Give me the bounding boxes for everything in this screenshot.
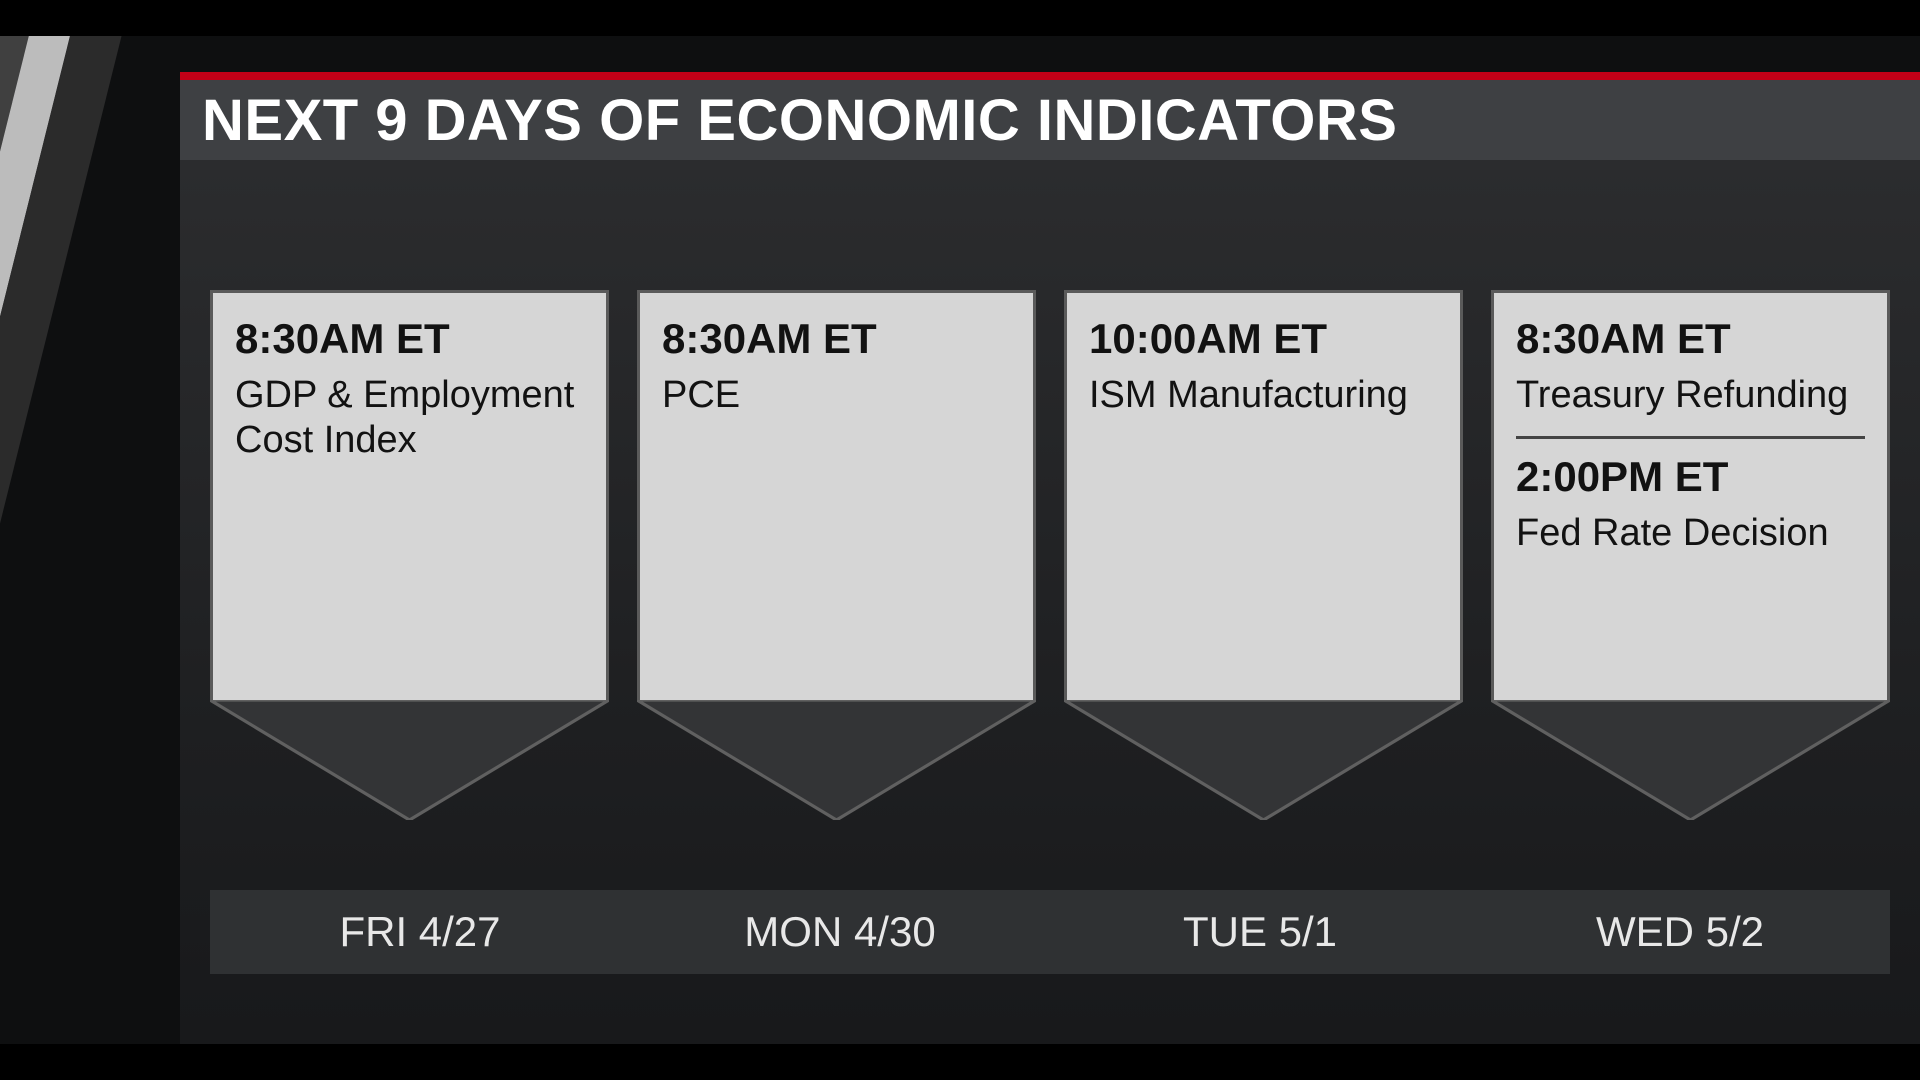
event-time: 8:30AM ET (1516, 315, 1865, 363)
card-arrow-icon (1064, 700, 1463, 820)
accent-line (180, 72, 1920, 80)
card-arrow-icon (637, 700, 1036, 820)
cards-row: 8:30AM ET GDP & Employment Cost Index 8:… (210, 290, 1890, 820)
card-arrow-icon (1491, 700, 1890, 820)
date-strip: FRI 4/27 MON 4/30 TUE 5/1 WED 5/2 (210, 890, 1890, 974)
date-cell: FRI 4/27 (210, 890, 630, 974)
event-desc: PCE (662, 373, 1011, 418)
letterbox-bottom (0, 1044, 1920, 1080)
event-desc: Fed Rate Decision (1516, 511, 1865, 556)
event-desc: ISM Manufacturing (1089, 373, 1438, 418)
card-arrow-icon (210, 700, 609, 820)
date-cell: TUE 5/1 (1050, 890, 1470, 974)
event-time: 10:00AM ET (1089, 315, 1438, 363)
date-cell: MON 4/30 (630, 890, 1050, 974)
day-column: 8:30AM ET GDP & Employment Cost Index (210, 290, 609, 820)
event-time: 8:30AM ET (662, 315, 1011, 363)
letterbox-top (0, 0, 1920, 36)
date-label: MON 4/30 (744, 908, 935, 956)
event-desc: Treasury Refunding (1516, 373, 1865, 418)
date-label: TUE 5/1 (1183, 908, 1337, 956)
date-label: FRI 4/27 (339, 908, 500, 956)
date-cell: WED 5/2 (1470, 890, 1890, 974)
event-card: 8:30AM ET Treasury Refunding 2:00PM ET F… (1491, 290, 1890, 700)
event-time: 2:00PM ET (1516, 453, 1865, 501)
event-card: 10:00AM ET ISM Manufacturing (1064, 290, 1463, 700)
page-title: NEXT 9 DAYS OF ECONOMIC INDICATORS (180, 80, 1920, 160)
title-text: NEXT 9 DAYS OF ECONOMIC INDICATORS (202, 87, 1397, 154)
event-time: 8:30AM ET (235, 315, 584, 363)
event-card: 8:30AM ET GDP & Employment Cost Index (210, 290, 609, 700)
day-column: 8:30AM ET Treasury Refunding 2:00PM ET F… (1491, 290, 1890, 820)
event-divider (1516, 436, 1865, 439)
date-label: WED 5/2 (1596, 908, 1764, 956)
event-card: 8:30AM ET PCE (637, 290, 1036, 700)
day-column: 8:30AM ET PCE (637, 290, 1036, 820)
day-column: 10:00AM ET ISM Manufacturing (1064, 290, 1463, 820)
event-desc: GDP & Employment Cost Index (235, 373, 584, 463)
main-panel: NEXT 9 DAYS OF ECONOMIC INDICATORS 8:30A… (180, 80, 1920, 1080)
